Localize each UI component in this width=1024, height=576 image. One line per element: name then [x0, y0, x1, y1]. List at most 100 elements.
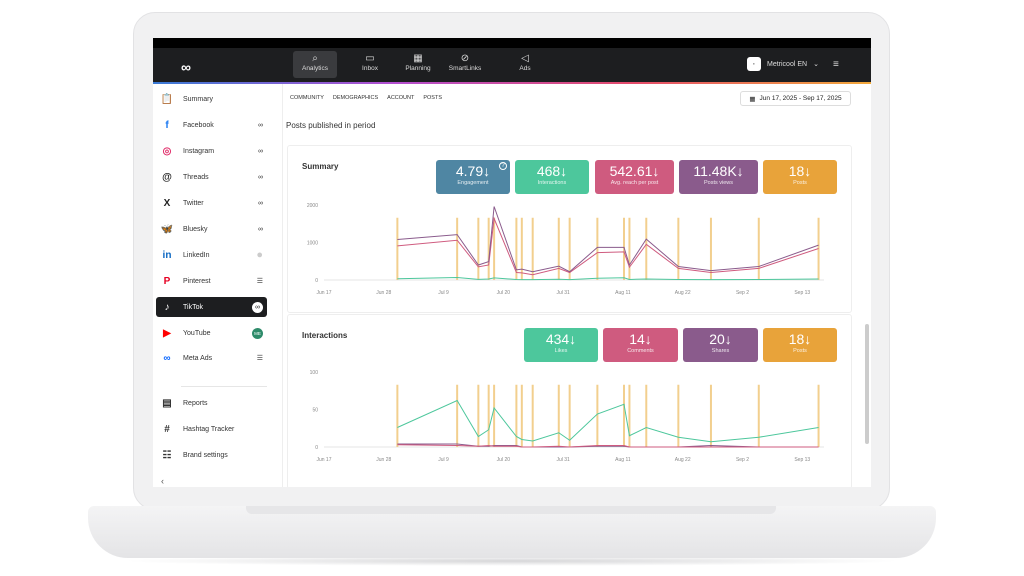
tab-community[interactable]: COMMUNITY — [290, 95, 324, 101]
chat-icon: ▭ — [365, 53, 375, 64]
laptop-base — [88, 506, 936, 558]
kpi-label: Interactions — [537, 180, 567, 186]
help-icon[interactable]: ? — [499, 162, 507, 170]
sidebar-item-youtube[interactable]: ▶ YouTube ME — [156, 323, 267, 343]
sidebar-item-threads[interactable]: @ Threads ∞ — [156, 167, 267, 187]
sidebar-item-brand-settings[interactable]: ☷ Brand settings — [156, 445, 267, 465]
date-range-picker[interactable]: ▦ Jun 17, 2025 - Sep 17, 2025 — [740, 91, 851, 106]
kpi-label: Posts — [793, 180, 807, 186]
sidebar-item-label: Pinterest — [183, 277, 211, 285]
connection-status-icon: ∞ — [258, 225, 263, 233]
nav-label: Analytics — [301, 65, 328, 72]
nav-inbox[interactable]: ▭ Inbox — [348, 51, 392, 78]
kpi-avg-reach-per-post[interactable]: 542.61↓ Avg. reach per post — [595, 160, 674, 194]
sidebar-item-instagram[interactable]: ◎ Instagram ∞ — [156, 141, 267, 161]
kpi-value: 11.48K↓ — [693, 163, 744, 179]
kpi-posts-views[interactable]: 11.48K↓ Posts views — [679, 160, 758, 194]
calendar-icon: ▦ — [749, 95, 756, 103]
kpi-label: Engagement — [457, 180, 489, 186]
nav-label: Planning — [405, 65, 431, 72]
y-tick-label: 2000 — [307, 203, 318, 209]
connection-status-icon: ME — [252, 327, 263, 339]
megaphone-icon: ◁ — [521, 53, 529, 64]
brand-avatar: ▪ — [747, 57, 761, 71]
sidebar-item-summary[interactable]: 📋 Summary — [156, 89, 267, 109]
top-navbar: ∞ ⌕ Analytics ▭ Inbox ▦ Planning ⊘ SmartLinks ◁ A… — [153, 48, 871, 82]
nav-ads[interactable]: ◁ Ads — [503, 51, 547, 78]
hamburger-icon[interactable]: ≡ — [833, 59, 839, 70]
tab-demographics[interactable]: DEMOGRAPHICS — [332, 95, 379, 101]
nav-label: SmartLinks — [448, 65, 482, 72]
magnifier-chart-icon: ⌕ — [312, 53, 318, 64]
sidebar-item-label: Bluesky — [183, 225, 208, 233]
kpi-value: 434↓ — [545, 331, 577, 347]
tiktok-icon: ♪ — [164, 301, 170, 313]
kpi-label: Posts views — [703, 180, 734, 186]
kpi-value: 542.61↓ — [609, 163, 660, 179]
sidebar-item-label: Instagram — [183, 147, 215, 155]
kpi-value: 4.79↓ — [455, 163, 491, 179]
y-tick-label: 0 — [315, 445, 318, 451]
sidebar-item-hashtag-tracker[interactable]: # Hashtag Tracker — [156, 419, 267, 439]
sidebar-item-meta-ads[interactable]: ∞ Meta Ads ☰ — [156, 348, 267, 368]
sidebar-item-label: Hashtag Tracker — [183, 425, 235, 433]
y-tick-label: 0 — [315, 278, 318, 284]
sidebar-item-pinterest[interactable]: P Pinterest ☰ — [156, 271, 267, 291]
x-tick-label: Aug 11 — [615, 290, 631, 296]
chevron-down-icon: ⌄ — [813, 61, 819, 68]
sidebar-item-twitter[interactable]: X Twitter ∞ — [156, 193, 267, 213]
metricool-logo[interactable]: ∞ — [181, 59, 191, 75]
sidebar: 📋 Summary f Facebook ∞ ◎ Instagram ∞ @ Threads ∞ X T… — [153, 84, 283, 487]
kpi-label: Shares — [711, 348, 730, 354]
tab-posts[interactable]: POSTS — [423, 95, 443, 101]
meta-icon: ∞ — [163, 352, 171, 364]
y-tick-label: 1000 — [307, 241, 318, 247]
kpi-interactions[interactable]: 468↓ Interactions — [515, 160, 589, 194]
sidebar-divider — [181, 386, 267, 387]
report-icon: ▤ — [162, 397, 172, 409]
sidebar-item-tiktok[interactable]: ♪ TikTok ∞ — [156, 297, 267, 317]
summary-chart: 0 1000 2000 Jun 17 Jun 28 Jul 9 Jul 20 Jul 31 Au… — [307, 203, 824, 296]
summary-card: Summary 4.79↓ Engagement? 468↓ Interactions… — [287, 145, 852, 313]
app-body: 📋 Summary f Facebook ∞ ◎ Instagram ∞ @ Threads ∞ X T… — [153, 84, 871, 487]
sidebar-item-linkedin[interactable]: in LinkedIn ● — [156, 245, 267, 265]
kpi-value: 14↓ — [629, 331, 652, 347]
x-tick-label: Jul 31 — [556, 457, 570, 463]
account-selector[interactable]: ▪ Metricool EN ⌄ — [747, 57, 819, 71]
kpi-posts[interactable]: 18↓ Posts — [763, 160, 837, 194]
sidebar-item-label: Twitter — [183, 199, 204, 207]
kpi-likes[interactable]: 434↓ Likes — [524, 328, 598, 362]
laptop-notch — [246, 506, 776, 514]
collapse-sidebar-icon[interactable]: ‹ — [161, 476, 164, 486]
pinterest-icon: P — [163, 275, 171, 287]
nav-planning[interactable]: ▦ Planning — [396, 51, 440, 78]
x-tick-label: Jul 20 — [497, 290, 511, 296]
sidebar-item-facebook[interactable]: f Facebook ∞ — [156, 115, 267, 135]
nav-smartlinks[interactable]: ⊘ SmartLinks — [443, 51, 487, 78]
nav-analytics[interactable]: ⌕ Analytics — [293, 51, 337, 78]
kpi-value: 20↓ — [709, 331, 732, 347]
scrollbar[interactable] — [865, 324, 869, 444]
kpi-engagement[interactable]: 4.79↓ Engagement? — [436, 160, 510, 194]
sidebar-item-reports[interactable]: ▤ Reports — [156, 393, 267, 413]
sidebar-item-label: TikTok — [183, 303, 203, 311]
connection-status-icon: ☰ — [256, 355, 263, 362]
laptop-shadow — [120, 556, 904, 566]
main-content: COMMUNITY DEMOGRAPHICS ACCOUNT POSTS ▦ J… — [284, 84, 871, 487]
y-tick-label: 50 — [312, 408, 318, 414]
x-tick-label: Aug 22 — [675, 290, 691, 296]
kpi-posts[interactable]: 18↓ Posts — [763, 328, 837, 362]
kpi-shares[interactable]: 20↓ Shares — [683, 328, 758, 362]
x-tick-label: Sep 2 — [736, 457, 749, 463]
sidebar-item-bluesky[interactable]: 🦋 Bluesky ∞ — [156, 219, 267, 239]
x-tick-label: Jul 20 — [497, 457, 511, 463]
account-name: Metricool EN — [767, 60, 808, 68]
sidebar-item-label: Brand settings — [183, 451, 228, 459]
x-tick-label: Sep 13 — [794, 457, 810, 463]
x-tick-label: Aug 22 — [675, 457, 691, 463]
sliders-icon: ☷ — [162, 449, 172, 461]
sidebar-item-label: Facebook — [183, 121, 214, 129]
tab-account[interactable]: ACCOUNT — [387, 95, 415, 101]
kpi-comments[interactable]: 14↓ Comments — [603, 328, 678, 362]
kpi-value: 468↓ — [536, 163, 568, 179]
